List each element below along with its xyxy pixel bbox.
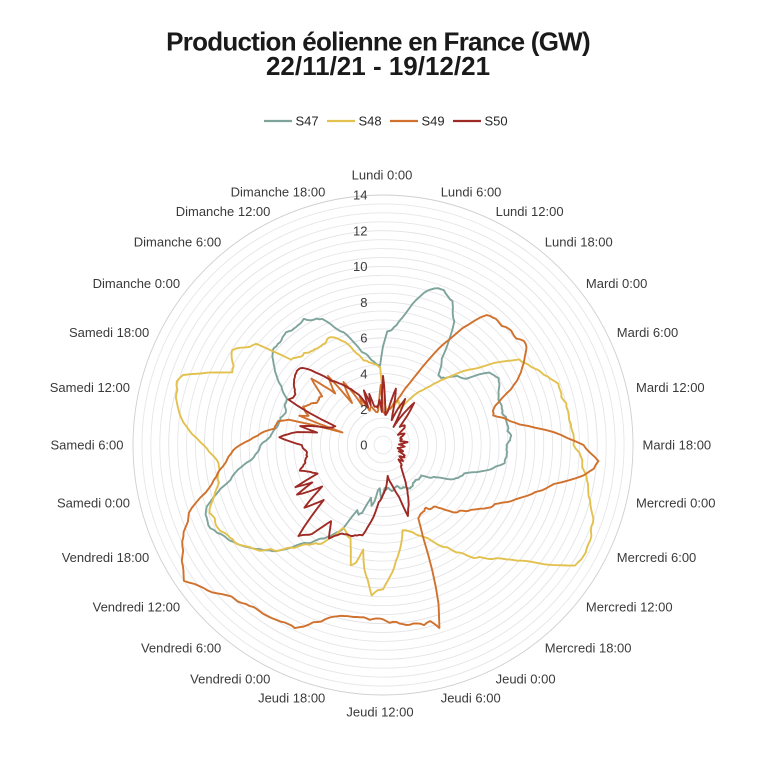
svg-text:2: 2 xyxy=(360,402,367,417)
svg-text:Mardi 0:00: Mardi 0:00 xyxy=(586,276,647,291)
svg-text:Vendredi 18:00: Vendredi 18:00 xyxy=(62,550,149,565)
svg-text:Samedi 12:00: Samedi 12:00 xyxy=(50,380,130,395)
svg-text:Lundi 0:00: Lundi 0:00 xyxy=(352,168,413,183)
svg-text:Lundi 12:00: Lundi 12:00 xyxy=(496,204,564,219)
svg-text:Samedi 18:00: Samedi 18:00 xyxy=(69,325,149,340)
svg-text:Mardi 6:00: Mardi 6:00 xyxy=(617,325,678,340)
svg-text:10: 10 xyxy=(353,259,367,274)
svg-text:Mercredi 18:00: Mercredi 18:00 xyxy=(545,641,632,656)
svg-text:S48: S48 xyxy=(359,114,382,129)
svg-text:Dimanche 18:00: Dimanche 18:00 xyxy=(231,185,326,200)
svg-text:Mercredi 6:00: Mercredi 6:00 xyxy=(617,550,696,565)
svg-text:4: 4 xyxy=(360,366,367,381)
svg-text:Mardi 18:00: Mardi 18:00 xyxy=(643,438,712,453)
svg-text:Dimanche 0:00: Dimanche 0:00 xyxy=(93,276,180,291)
svg-text:Mardi 12:00: Mardi 12:00 xyxy=(636,380,705,395)
svg-text:Lundi 6:00: Lundi 6:00 xyxy=(441,185,502,200)
svg-text:Vendredi 0:00: Vendredi 0:00 xyxy=(190,671,270,686)
svg-text:Jeudi 6:00: Jeudi 6:00 xyxy=(441,691,501,706)
svg-text:Samedi 0:00: Samedi 0:00 xyxy=(57,495,130,510)
svg-text:0: 0 xyxy=(360,438,367,453)
svg-text:Mercredi 0:00: Mercredi 0:00 xyxy=(636,495,715,510)
svg-text:Mercredi 12:00: Mercredi 12:00 xyxy=(586,599,673,614)
svg-text:Jeudi 12:00: Jeudi 12:00 xyxy=(346,705,413,720)
svg-text:14: 14 xyxy=(353,188,367,203)
svg-text:Lundi 18:00: Lundi 18:00 xyxy=(545,235,613,250)
svg-text:Dimanche 12:00: Dimanche 12:00 xyxy=(176,204,271,219)
svg-text:6: 6 xyxy=(360,331,367,346)
svg-text:Production éolienne en France: Production éolienne en France (GW) xyxy=(166,27,590,57)
svg-text:Vendredi 12:00: Vendredi 12:00 xyxy=(93,599,180,614)
svg-text:Dimanche 6:00: Dimanche 6:00 xyxy=(134,235,221,250)
svg-text:12: 12 xyxy=(353,223,367,238)
svg-text:S50: S50 xyxy=(485,114,508,129)
svg-text:Jeudi 18:00: Jeudi 18:00 xyxy=(258,691,325,706)
svg-text:Vendredi 6:00: Vendredi 6:00 xyxy=(141,641,221,656)
svg-text:S49: S49 xyxy=(422,114,445,129)
svg-text:22/11/21 - 19/12/21: 22/11/21 - 19/12/21 xyxy=(266,51,490,81)
svg-text:Jeudi 0:00: Jeudi 0:00 xyxy=(496,671,556,686)
svg-text:8: 8 xyxy=(360,295,367,310)
svg-text:S47: S47 xyxy=(296,114,319,129)
svg-text:Samedi 6:00: Samedi 6:00 xyxy=(51,438,124,453)
